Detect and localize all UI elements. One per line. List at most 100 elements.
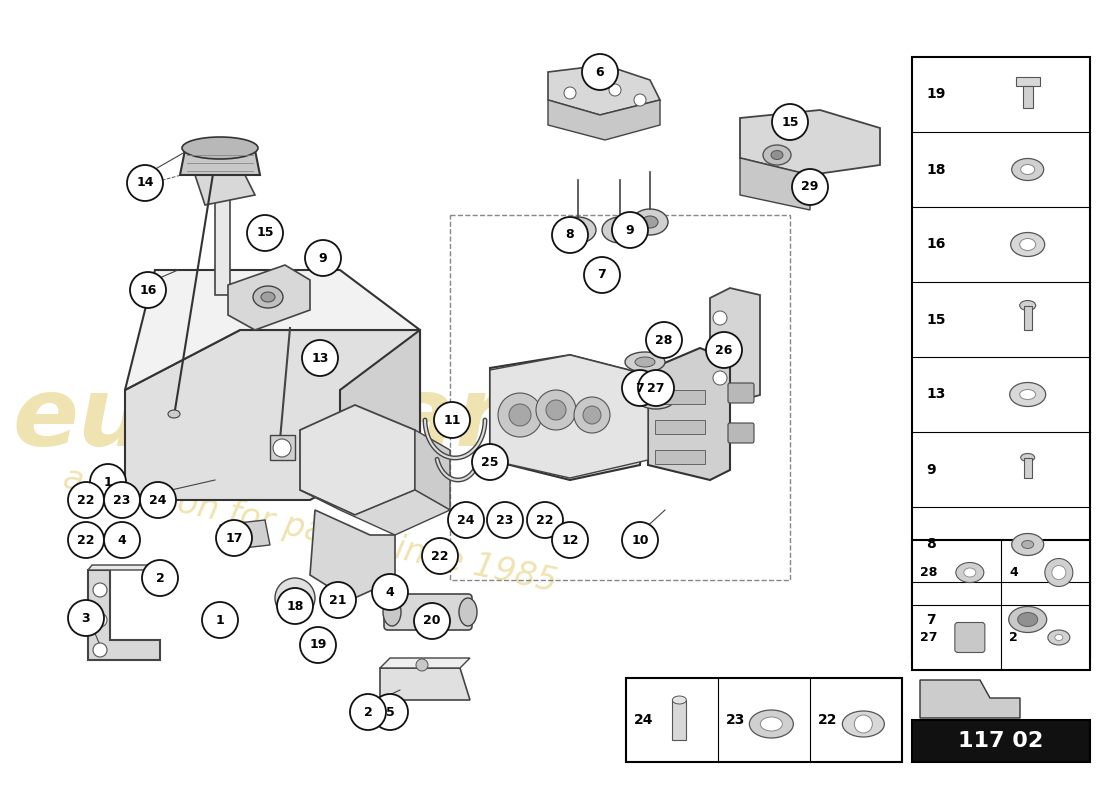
Text: 7: 7 <box>926 613 936 626</box>
Polygon shape <box>548 100 660 140</box>
Ellipse shape <box>749 710 793 738</box>
Text: 1: 1 <box>216 614 224 626</box>
Ellipse shape <box>1009 606 1047 633</box>
Text: 11: 11 <box>443 414 461 426</box>
Circle shape <box>498 393 542 437</box>
Ellipse shape <box>1022 541 1034 549</box>
Ellipse shape <box>1012 534 1044 555</box>
Ellipse shape <box>647 395 666 405</box>
Ellipse shape <box>1055 634 1063 641</box>
FancyBboxPatch shape <box>1024 306 1032 330</box>
Text: 26: 26 <box>715 343 733 357</box>
Ellipse shape <box>1011 233 1045 257</box>
Text: 9: 9 <box>926 462 936 477</box>
Ellipse shape <box>771 150 783 159</box>
Polygon shape <box>88 565 162 570</box>
Ellipse shape <box>635 357 654 367</box>
Text: 22: 22 <box>537 514 553 526</box>
Polygon shape <box>710 288 760 400</box>
Circle shape <box>552 217 589 253</box>
Circle shape <box>277 588 313 624</box>
Circle shape <box>300 627 336 663</box>
Ellipse shape <box>1012 158 1044 181</box>
Text: 10: 10 <box>631 534 649 546</box>
Text: 21: 21 <box>329 594 346 606</box>
Circle shape <box>416 659 428 671</box>
Circle shape <box>94 613 107 627</box>
Polygon shape <box>920 680 1020 718</box>
Circle shape <box>94 583 107 597</box>
Circle shape <box>713 371 727 385</box>
Polygon shape <box>648 348 730 480</box>
Text: 28: 28 <box>656 334 673 346</box>
Text: 25: 25 <box>482 455 498 469</box>
Circle shape <box>94 643 107 657</box>
Polygon shape <box>228 265 310 330</box>
Text: 22: 22 <box>431 550 449 562</box>
Ellipse shape <box>383 598 402 626</box>
Circle shape <box>621 522 658 558</box>
Text: 3: 3 <box>81 611 90 625</box>
Circle shape <box>536 390 576 430</box>
Ellipse shape <box>843 711 884 737</box>
Ellipse shape <box>570 224 586 236</box>
Circle shape <box>68 522 104 558</box>
Text: eurospares: eurospares <box>12 374 628 466</box>
Circle shape <box>584 257 620 293</box>
Polygon shape <box>125 330 420 500</box>
FancyBboxPatch shape <box>384 594 472 630</box>
Text: 13: 13 <box>311 351 329 365</box>
Text: 4: 4 <box>1009 566 1018 579</box>
Ellipse shape <box>1020 238 1036 250</box>
Text: 22: 22 <box>77 534 95 546</box>
Text: 7: 7 <box>597 269 606 282</box>
Circle shape <box>772 104 808 140</box>
Polygon shape <box>490 355 648 478</box>
Polygon shape <box>220 520 270 550</box>
Text: 29: 29 <box>801 181 818 194</box>
Polygon shape <box>490 355 648 480</box>
Circle shape <box>621 370 658 406</box>
Polygon shape <box>180 150 260 175</box>
FancyBboxPatch shape <box>654 450 705 464</box>
Circle shape <box>634 94 646 106</box>
Circle shape <box>552 522 589 558</box>
Circle shape <box>202 602 238 638</box>
Text: 12: 12 <box>561 534 579 546</box>
Text: 6: 6 <box>596 66 604 78</box>
Text: 4: 4 <box>386 586 395 598</box>
Text: 23: 23 <box>113 494 131 506</box>
Polygon shape <box>740 158 810 210</box>
FancyBboxPatch shape <box>1023 86 1033 107</box>
FancyBboxPatch shape <box>654 420 705 434</box>
FancyBboxPatch shape <box>1024 458 1032 478</box>
Polygon shape <box>195 175 255 205</box>
Circle shape <box>130 272 166 308</box>
Circle shape <box>350 694 386 730</box>
Text: 22: 22 <box>77 494 95 506</box>
Text: 5: 5 <box>386 706 395 718</box>
Circle shape <box>564 87 576 99</box>
Circle shape <box>509 404 531 426</box>
Text: 16: 16 <box>140 283 156 297</box>
Ellipse shape <box>261 292 275 302</box>
Text: 24: 24 <box>458 514 475 526</box>
Text: 8: 8 <box>565 229 574 242</box>
Circle shape <box>142 560 178 596</box>
Text: 4: 4 <box>118 534 127 546</box>
Polygon shape <box>740 110 880 175</box>
Circle shape <box>414 603 450 639</box>
Circle shape <box>285 588 305 608</box>
Polygon shape <box>379 658 470 668</box>
Text: 2: 2 <box>155 571 164 585</box>
Circle shape <box>372 694 408 730</box>
Polygon shape <box>310 510 395 600</box>
Text: 1: 1 <box>103 475 112 489</box>
Ellipse shape <box>168 410 180 418</box>
Ellipse shape <box>642 216 658 228</box>
Circle shape <box>612 212 648 248</box>
Ellipse shape <box>1020 390 1036 399</box>
Circle shape <box>1045 558 1072 586</box>
Circle shape <box>448 502 484 538</box>
Ellipse shape <box>602 217 638 243</box>
